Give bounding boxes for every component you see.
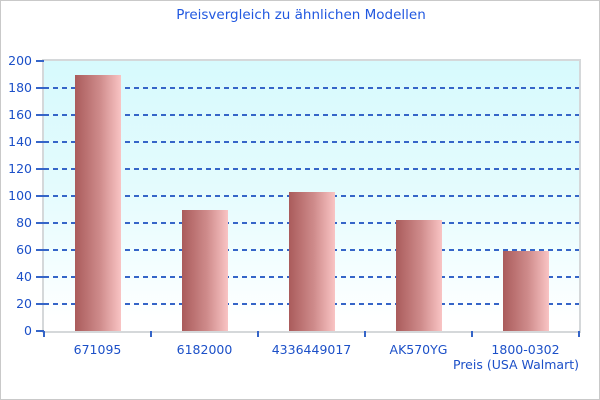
x-axis-tick [578, 331, 580, 337]
y-axis-tick-label: 40 [16, 269, 32, 284]
y-axis-tick [36, 276, 44, 278]
chart-title: Preisvergleich zu ähnlichen Modellen [176, 7, 426, 23]
x-axis-tick-label: 671095 [73, 342, 122, 357]
y-axis-tick-label: 20 [16, 296, 32, 311]
bar-AK570YG [395, 220, 442, 331]
y-axis-tick-label: 140 [8, 134, 32, 149]
gridline [44, 114, 579, 116]
bar-4336449017 [288, 191, 335, 331]
y-axis-tick-label: 80 [16, 215, 32, 230]
x-axis-tick [364, 331, 366, 337]
x-axis-tick-label: 4336449017 [271, 342, 352, 357]
x-axis-tick-label: 1800-0302 [491, 342, 560, 357]
y-axis-tick-label: 0 [24, 323, 32, 338]
gridline [44, 168, 579, 170]
y-axis-tick-label: 60 [16, 242, 32, 257]
y-axis-tick [36, 87, 44, 89]
bar-671095 [74, 74, 121, 331]
gridline [44, 87, 579, 89]
y-axis-tick [36, 222, 44, 224]
y-axis-tick-label: 180 [8, 80, 32, 95]
y-axis-tick [36, 303, 44, 305]
x-axis-tick [471, 331, 473, 337]
bar-1800-0302 [502, 251, 549, 331]
gridline [44, 141, 579, 143]
y-axis-tick [36, 60, 44, 62]
y-axis-tick-label: 160 [8, 107, 32, 122]
bar-6182000 [181, 209, 228, 331]
y-axis-tick [36, 168, 44, 170]
x-axis-tick [43, 331, 45, 337]
y-axis-tick-label: 200 [8, 53, 32, 68]
y-axis-tick-label: 100 [8, 188, 32, 203]
y-axis-tick [36, 249, 44, 251]
y-axis-tick-label: 120 [8, 161, 32, 176]
y-axis-tick [36, 195, 44, 197]
x-axis-tick [150, 331, 152, 337]
x-axis-tick-label: AK570YG [389, 342, 448, 357]
x-axis-tick [257, 331, 259, 337]
y-axis-tick [36, 141, 44, 143]
y-axis-tick [36, 114, 44, 116]
y-axis-tick [36, 330, 44, 332]
x-axis-tick-label: 6182000 [176, 342, 233, 357]
x-axis-title: Preis (USA Walmart) [453, 357, 579, 372]
